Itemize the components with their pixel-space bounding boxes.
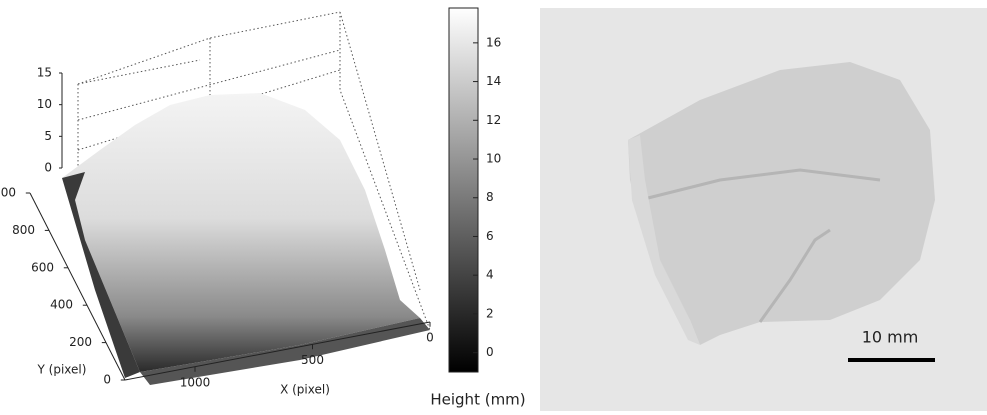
colorbar-tick-label: 16 bbox=[486, 35, 501, 49]
colorbar-tick-label: 4 bbox=[486, 268, 494, 282]
scale-bar-label: 10 mm bbox=[862, 328, 919, 347]
photo bbox=[540, 8, 987, 411]
colorbar-tick-label: 12 bbox=[486, 113, 501, 127]
y-tick-label: 800 bbox=[12, 223, 35, 237]
x-tick-label: 0 bbox=[426, 331, 434, 345]
figure: Y (pixel) X (pixel) Height (mm) 10 mm 0 5… bbox=[0, 0, 987, 411]
z-tick-label: 5 bbox=[44, 129, 52, 143]
colorbar-tick-label: 6 bbox=[486, 229, 494, 243]
z-tick-label: 0 bbox=[44, 161, 52, 175]
colorbar-tick-label: 10 bbox=[486, 152, 501, 166]
y-axis-label: Y (pixel) bbox=[37, 363, 87, 377]
x-tick-label: 1000 bbox=[180, 376, 211, 390]
z-tick-label: 10 bbox=[37, 97, 52, 111]
y-tick-label: 1000 bbox=[0, 186, 16, 200]
colorbar-label: Height (mm) bbox=[430, 391, 525, 409]
y-tick-label: 200 bbox=[69, 335, 92, 349]
colorbar bbox=[449, 8, 478, 372]
colorbar-tick-label: 14 bbox=[486, 74, 501, 88]
z-tick-label: 15 bbox=[37, 66, 52, 80]
colorbar-tick-label: 0 bbox=[486, 345, 494, 359]
x-tick-label: 500 bbox=[301, 353, 324, 367]
x-axis-label: X (pixel) bbox=[280, 383, 330, 397]
colorbar-tick-label: 2 bbox=[486, 306, 494, 320]
y-tick-label: 600 bbox=[31, 260, 54, 274]
y-tick-label: 400 bbox=[50, 298, 73, 312]
colorbar-tick-label: 8 bbox=[486, 190, 494, 204]
y-tick-label: 0 bbox=[103, 373, 111, 387]
